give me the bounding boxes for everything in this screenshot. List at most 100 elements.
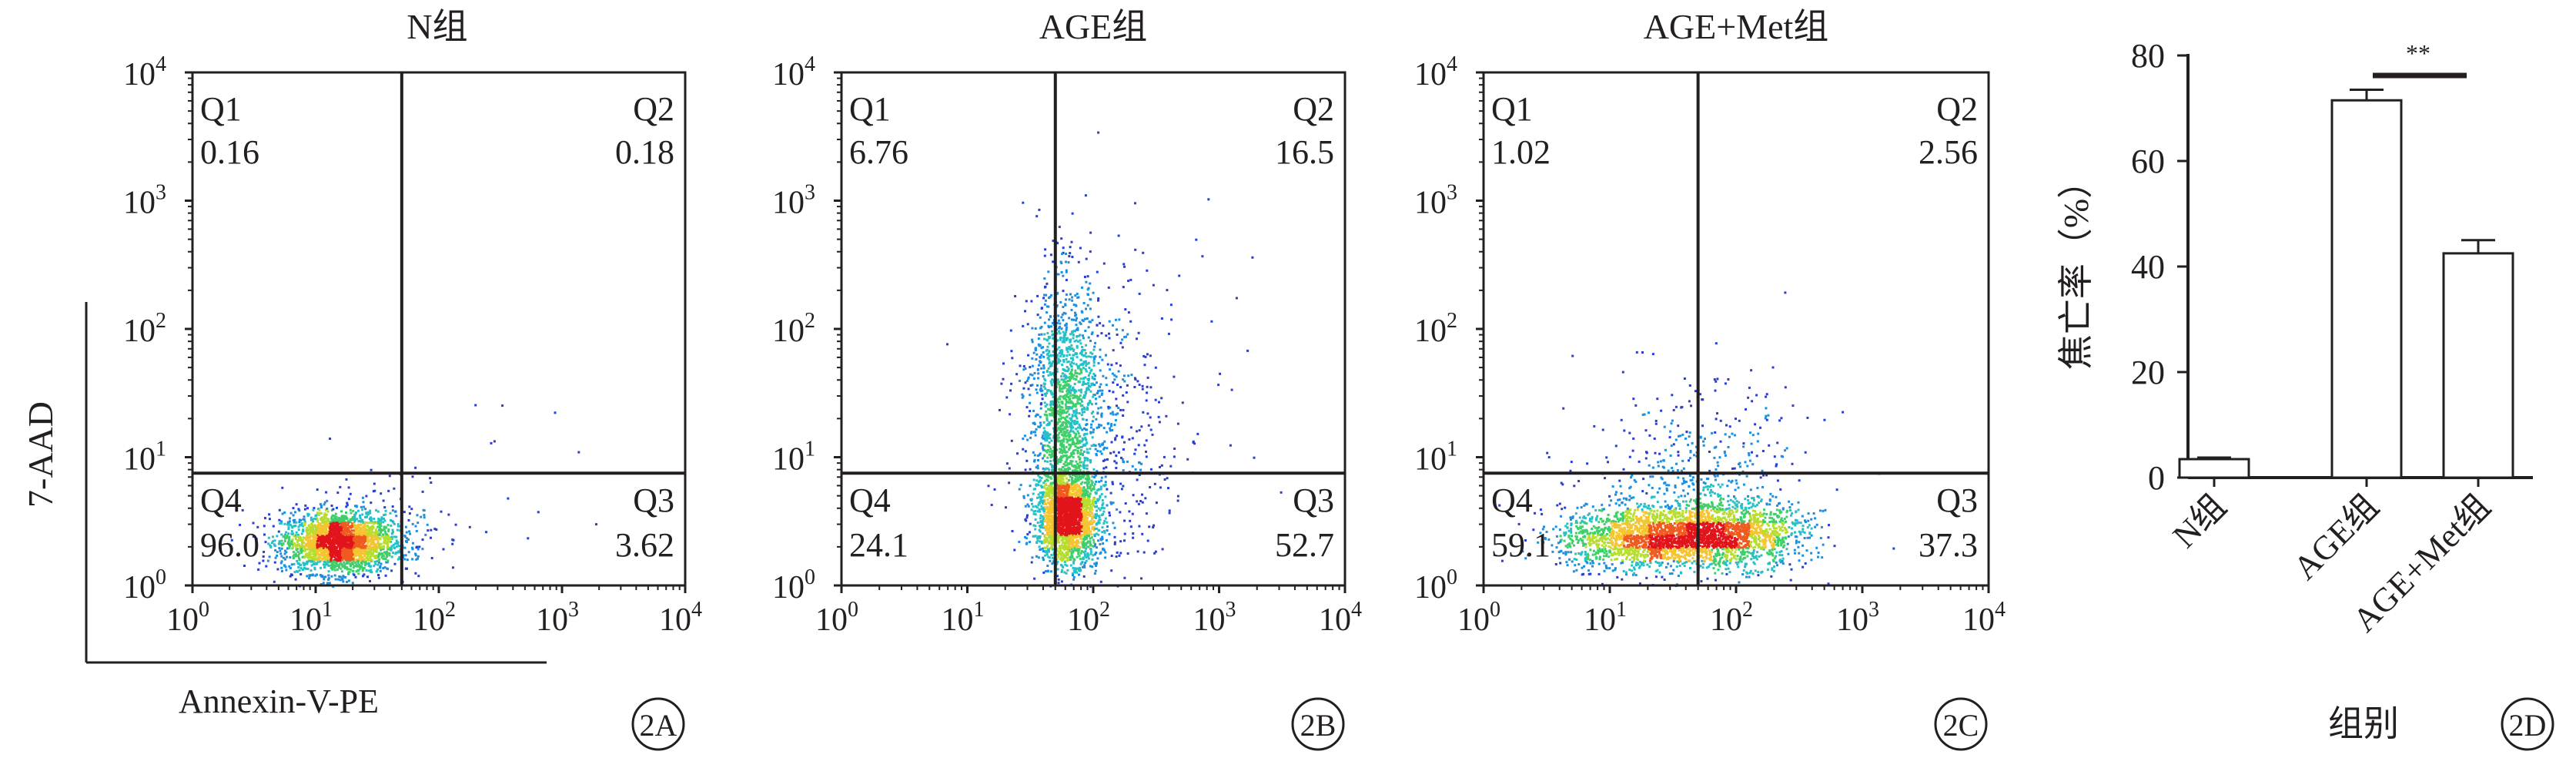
event-dot (1090, 444, 1093, 448)
event-dot (347, 538, 350, 542)
event-dot (343, 532, 346, 535)
event-dot (343, 556, 346, 559)
event-dot (1036, 537, 1039, 540)
y-axis-label: 7-AAD (21, 401, 60, 508)
event-dot (361, 560, 364, 563)
event-dot (377, 544, 380, 547)
event-dot (370, 533, 373, 536)
event-dot (331, 550, 334, 553)
event-dot (387, 536, 390, 539)
event-dot (329, 530, 332, 533)
event-dot (1058, 226, 1061, 229)
event-dot (338, 575, 341, 578)
event-dot (1047, 501, 1050, 505)
event-dot (386, 567, 389, 570)
event-dot (1079, 501, 1082, 505)
event-dot (263, 551, 266, 553)
event-dot (326, 548, 329, 552)
event-dot (1075, 519, 1078, 522)
event-dot (1112, 501, 1115, 505)
event-dot (1079, 552, 1082, 555)
event-dot (349, 555, 352, 558)
event-dot (1044, 393, 1046, 395)
event-dot (330, 545, 332, 548)
event-dot (1069, 542, 1071, 545)
event-dot (1065, 399, 1068, 401)
event-dot (1070, 553, 1073, 556)
event-dot (1052, 520, 1055, 522)
event-dot (377, 518, 380, 521)
event-dot (363, 560, 366, 563)
event-dot (1092, 468, 1096, 471)
event-dot (1077, 531, 1080, 534)
event-dot (391, 528, 394, 532)
event-dot (346, 523, 350, 526)
event-dot (284, 537, 286, 540)
event-dot (384, 574, 387, 577)
event-dot (296, 562, 299, 565)
event-dot (1065, 424, 1068, 427)
event-dot (1047, 555, 1050, 558)
event-dot (408, 505, 411, 508)
event-dot (1089, 548, 1092, 551)
event-dot (1099, 488, 1102, 491)
event-dot (366, 554, 370, 557)
event-dot (1092, 520, 1096, 523)
event-dot (1092, 356, 1096, 359)
event-dot (1047, 542, 1050, 545)
event-dot (364, 515, 366, 518)
event-dot (326, 559, 330, 562)
event-dot (1099, 495, 1102, 498)
event-dot (1068, 317, 1071, 320)
event-dot (1087, 513, 1089, 516)
event-dot (1049, 525, 1052, 528)
event-dot (276, 551, 279, 554)
event-dot (325, 535, 328, 538)
event-dot (1099, 508, 1102, 511)
event-dot (306, 514, 309, 517)
event-dot (1062, 518, 1065, 521)
event-dot (1043, 473, 1046, 476)
event-dot (309, 560, 313, 563)
event-dot (1075, 533, 1078, 536)
event-dot (346, 501, 349, 505)
event-dot (327, 570, 330, 573)
event-dot (340, 567, 343, 570)
event-dot (301, 544, 304, 547)
event-dot (390, 569, 393, 572)
event-dot (315, 558, 318, 560)
event-dot (421, 490, 424, 493)
event-dot (1082, 540, 1085, 543)
event-dot (324, 575, 327, 579)
event-dot (361, 513, 364, 516)
event-dot (330, 555, 333, 558)
event-dot (1064, 548, 1067, 551)
event-dot (262, 559, 265, 562)
event-dot (330, 527, 333, 530)
y-tick-label: 102 (123, 309, 166, 349)
event-dot (333, 543, 335, 545)
event-dot (334, 561, 337, 564)
event-dot (277, 530, 280, 533)
event-dot (447, 513, 450, 516)
event-dot (1088, 535, 1090, 538)
event-dot (336, 491, 340, 495)
event-dot (324, 529, 327, 532)
event-dot (323, 522, 326, 525)
event-dot (1090, 479, 1093, 482)
event-dot (1061, 508, 1064, 510)
event-dot (361, 542, 364, 545)
event-dot (323, 537, 326, 540)
event-dot (1047, 548, 1050, 551)
event-dot (386, 544, 389, 547)
event-dot (386, 524, 390, 526)
event-dot (1046, 498, 1049, 501)
event-dot (1061, 568, 1064, 572)
event-dot (299, 548, 303, 552)
event-dot (1065, 489, 1068, 492)
event-dot (1074, 505, 1077, 508)
event-dot (383, 555, 386, 558)
event-dot (392, 521, 395, 524)
event-dot (312, 520, 315, 523)
event-dot (490, 441, 493, 444)
